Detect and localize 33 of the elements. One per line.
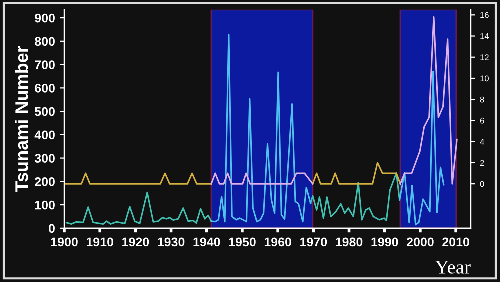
- y-tick-label: 400: [34, 130, 55, 140]
- x-tick-label: 1980: [336, 238, 363, 247]
- y-tick-label: 0: [49, 224, 55, 234]
- x-tick-label: 1950: [229, 238, 256, 247]
- y-tick-label: 200: [35, 177, 55, 186]
- x-tick-label: 1900: [51, 238, 78, 247]
- y-tick-label: 600: [35, 84, 55, 93]
- y-tick-label: 800: [35, 37, 55, 46]
- y-tick-label: 900: [35, 14, 55, 23]
- y-tick-label: 700: [35, 60, 55, 70]
- y2-tick-label: 16: [480, 12, 489, 18]
- y2-tick-label: 10: [480, 76, 489, 82]
- y2-tick-label: 0: [480, 181, 484, 188]
- x-tick-label: 1990: [372, 238, 398, 247]
- y2-tick-label: 2: [480, 160, 484, 166]
- x-tick-label: 2010: [442, 238, 470, 247]
- y2-tick-label: 6: [480, 118, 484, 124]
- y2-tick-label: 4: [480, 139, 484, 145]
- y-tick-label: 300: [34, 154, 55, 163]
- y-tick-label: 500: [35, 107, 55, 116]
- y2-tick-label: 14: [480, 34, 490, 40]
- y2-tick-label: 12: [480, 54, 489, 60]
- x-tick-label: 1910: [86, 238, 114, 247]
- x-axis-title: Year: [435, 260, 471, 274]
- x-tick-label: 1920: [122, 238, 150, 247]
- y2-tick-label: 8: [480, 96, 484, 103]
- x-tick-label: 2000: [406, 238, 434, 247]
- x-tick-label: 1930: [158, 238, 185, 247]
- y-axis-title: Tsunami Number: [15, 46, 28, 192]
- x-tick-label: 1940: [194, 238, 220, 247]
- x-tick-label: 1960: [264, 238, 292, 247]
- x-tick-label: 1970: [300, 238, 328, 247]
- y-tick-label: 100: [35, 200, 55, 210]
